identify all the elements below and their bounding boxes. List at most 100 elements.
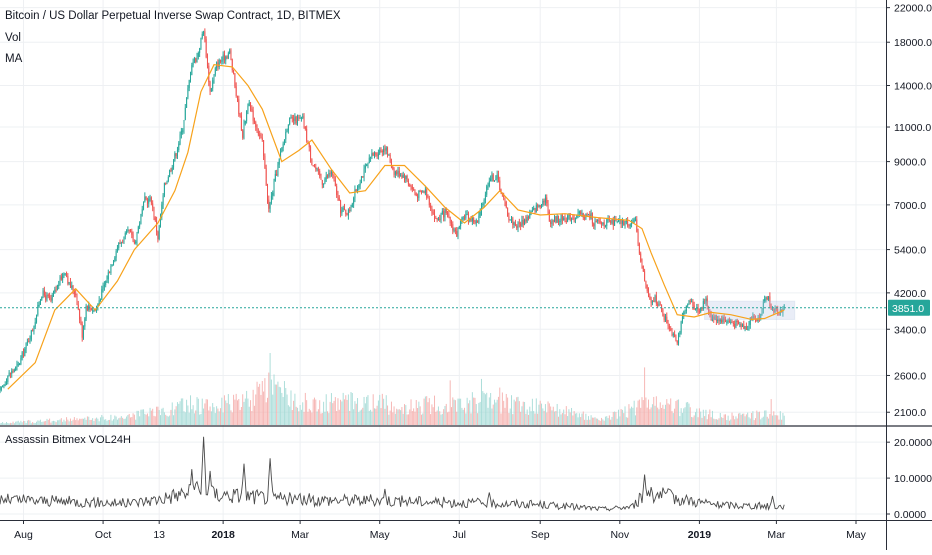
candle-body[interactable] [66, 273, 68, 277]
candle-body[interactable] [359, 183, 361, 186]
candle-body[interactable] [704, 301, 706, 304]
candle-body[interactable] [445, 208, 447, 213]
candle-body[interactable] [221, 60, 223, 62]
candle-body[interactable] [393, 169, 395, 175]
candle-body[interactable] [657, 303, 659, 306]
candle-body[interactable] [56, 285, 58, 290]
candle-body[interactable] [614, 219, 616, 226]
candle-body[interactable] [111, 265, 113, 267]
candle-body[interactable] [29, 339, 31, 342]
candle-body[interactable] [277, 164, 279, 176]
candle-body[interactable] [526, 217, 528, 222]
candle-body[interactable] [565, 221, 567, 223]
candle-body[interactable] [667, 323, 669, 326]
candle-body[interactable] [114, 257, 116, 262]
candle-body[interactable] [701, 307, 703, 310]
candle-body[interactable] [364, 166, 366, 169]
candle-body[interactable] [363, 168, 365, 178]
candle-body[interactable] [542, 200, 544, 206]
candle-body[interactable] [727, 320, 729, 322]
candle-body[interactable] [556, 215, 558, 223]
candle-body[interactable] [782, 306, 784, 313]
candle-body[interactable] [340, 200, 342, 214]
candle-body[interactable] [171, 167, 173, 171]
candle-body[interactable] [293, 118, 295, 121]
candle-body[interactable] [144, 196, 146, 202]
candle-body[interactable] [741, 324, 743, 327]
candle-body[interactable] [648, 291, 650, 297]
candle-body[interactable] [304, 126, 306, 129]
candle-body[interactable] [264, 155, 266, 169]
candle-body[interactable] [390, 162, 392, 167]
candle-body[interactable] [9, 372, 11, 374]
candle-body[interactable] [201, 33, 203, 38]
candle-body[interactable] [577, 213, 579, 216]
candle-body[interactable] [132, 234, 134, 242]
candle-body[interactable] [466, 213, 468, 215]
candle-body[interactable] [543, 200, 545, 203]
candle-body[interactable] [259, 134, 261, 136]
candle-body[interactable] [362, 176, 364, 178]
candle-body[interactable] [330, 171, 332, 174]
candle-body[interactable] [385, 147, 387, 151]
candle-body[interactable] [222, 54, 224, 61]
candle-body[interactable] [214, 68, 216, 75]
candle-body[interactable] [661, 305, 663, 310]
candle-body[interactable] [34, 321, 36, 327]
candle-body[interactable] [653, 300, 655, 302]
candle-body[interactable] [16, 364, 18, 367]
candle-body[interactable] [427, 197, 429, 199]
candle-body[interactable] [71, 285, 73, 288]
candle-body[interactable] [620, 219, 622, 224]
candle-body[interactable] [736, 320, 738, 323]
candle-body[interactable] [664, 316, 666, 320]
candle-body[interactable] [444, 208, 446, 218]
candle-body[interactable] [367, 162, 369, 165]
candle-body[interactable] [436, 218, 438, 220]
candle-body[interactable] [110, 266, 112, 273]
candle-body[interactable] [774, 307, 776, 313]
candle-body[interactable] [270, 195, 272, 203]
candle-body[interactable] [190, 74, 192, 80]
candle-body[interactable] [229, 50, 231, 54]
candle-body[interactable] [529, 213, 531, 218]
candle-body[interactable] [691, 301, 693, 303]
candle-body[interactable] [428, 198, 430, 206]
candle-body[interactable] [325, 175, 327, 180]
candle-body[interactable] [400, 175, 402, 177]
candle-body[interactable] [310, 147, 312, 159]
candle-body[interactable] [243, 123, 245, 138]
candle-body[interactable] [3, 384, 5, 387]
candle-body[interactable] [146, 199, 148, 204]
candle-body[interactable] [234, 73, 236, 87]
candle-body[interactable] [634, 219, 636, 221]
candle-body[interactable] [743, 324, 745, 329]
candle-body[interactable] [740, 324, 742, 327]
candle-body[interactable] [240, 115, 242, 131]
candle-body[interactable] [143, 201, 145, 210]
candle-body[interactable] [28, 341, 30, 343]
candle-body[interactable] [225, 56, 227, 61]
candle-body[interactable] [107, 272, 109, 280]
candle-body[interactable] [430, 205, 432, 209]
candle-body[interactable] [513, 222, 515, 225]
candle-body[interactable] [238, 99, 240, 115]
candle-body[interactable] [725, 319, 727, 322]
candle-body[interactable] [685, 305, 687, 311]
candle-body[interactable] [230, 50, 232, 60]
candle-body[interactable] [299, 117, 301, 119]
candle-body[interactable] [518, 222, 520, 224]
candle-body[interactable] [55, 289, 57, 291]
candle-body[interactable] [578, 211, 580, 214]
candle-body[interactable] [58, 285, 60, 287]
candle-body[interactable] [674, 334, 676, 337]
candle-body[interactable] [624, 222, 626, 226]
indicator-label-ma[interactable]: MA [5, 53, 23, 65]
candle-body[interactable] [696, 307, 698, 310]
candle-body[interactable] [239, 114, 241, 116]
candle-body[interactable] [338, 197, 340, 201]
candle-body[interactable] [285, 131, 287, 140]
candle-body[interactable] [380, 149, 382, 152]
candle-body[interactable] [698, 311, 700, 313]
candle-body[interactable] [658, 304, 660, 306]
